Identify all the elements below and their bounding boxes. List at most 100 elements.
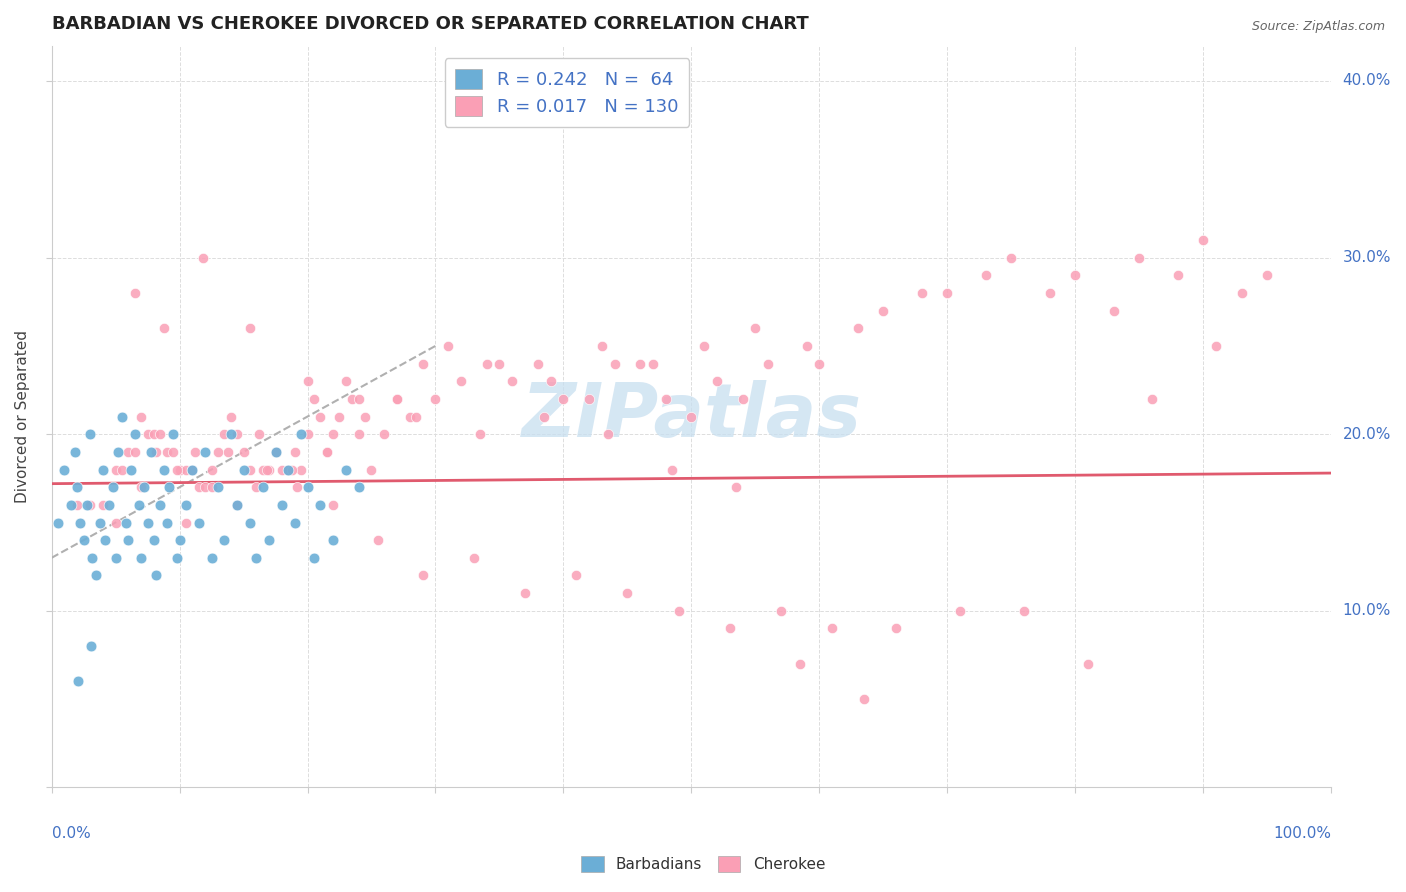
Point [540, 374, 562, 388]
Point [187, 480, 209, 494]
Point [264, 445, 287, 459]
Point [82, 550, 104, 565]
Point [284, 445, 307, 459]
Legend: Barbadians, Cherokee: Barbadians, Cherokee [574, 848, 832, 880]
Point [315, 445, 337, 459]
Point [111, 409, 134, 424]
Point [169, 462, 191, 476]
Point [136, 516, 159, 530]
Point [207, 480, 229, 494]
Point [270, 498, 292, 512]
Point [450, 374, 472, 388]
Point [101, 480, 124, 494]
Point [872, 303, 894, 318]
Point [239, 462, 262, 476]
Point [89, 516, 111, 530]
Point [796, 339, 818, 353]
Point [309, 409, 332, 424]
Point [725, 480, 748, 494]
Point [360, 462, 382, 476]
Point [257, 533, 280, 548]
Point [264, 445, 287, 459]
Point [354, 409, 377, 424]
Point [385, 392, 408, 406]
Point [1230, 285, 1253, 300]
Point [284, 516, 307, 530]
Text: 10.0%: 10.0% [1343, 603, 1391, 618]
Point [153, 321, 176, 335]
Point [322, 498, 344, 512]
Point [789, 657, 811, 671]
Point [1192, 233, 1215, 247]
Point [641, 357, 664, 371]
Point [162, 445, 184, 459]
Point [91, 498, 114, 512]
Point [335, 374, 357, 388]
Point [470, 427, 492, 442]
Point [104, 516, 127, 530]
Point [252, 462, 274, 476]
Point [553, 392, 575, 406]
Point [191, 251, 214, 265]
Point [513, 586, 536, 600]
Point [200, 480, 222, 494]
Point [214, 427, 236, 442]
Point [91, 462, 114, 476]
Point [603, 357, 626, 371]
Point [79, 498, 101, 512]
Point [67, 674, 90, 689]
Point [1000, 251, 1022, 265]
Point [200, 462, 222, 476]
Point [335, 462, 357, 476]
Point [124, 285, 146, 300]
Point [328, 409, 350, 424]
Point [145, 445, 167, 459]
Point [936, 285, 959, 300]
Point [129, 550, 152, 565]
Point [501, 374, 523, 388]
Point [347, 480, 370, 494]
Point [128, 498, 150, 512]
Point [156, 516, 179, 530]
Point [98, 498, 121, 512]
Point [367, 533, 389, 548]
Point [527, 357, 550, 371]
Point [194, 445, 217, 459]
Point [226, 427, 249, 442]
Point [347, 427, 370, 442]
Point [309, 498, 332, 512]
Point [207, 445, 229, 459]
Point [347, 392, 370, 406]
Point [239, 516, 262, 530]
Point [111, 462, 134, 476]
Point [63, 445, 86, 459]
Point [655, 392, 678, 406]
Point [247, 427, 270, 442]
Point [66, 480, 89, 494]
Point [322, 533, 344, 548]
Point [731, 392, 754, 406]
Point [66, 498, 89, 512]
Point [718, 622, 741, 636]
Point [252, 480, 274, 494]
Point [117, 533, 139, 548]
Point [1256, 268, 1278, 283]
Point [129, 409, 152, 424]
Point [1140, 392, 1163, 406]
Point [277, 462, 299, 476]
Point [297, 427, 319, 442]
Point [661, 462, 683, 476]
Point [149, 498, 172, 512]
Point [80, 639, 103, 653]
Point [136, 427, 159, 442]
Point [214, 533, 236, 548]
Point [86, 568, 108, 582]
Point [616, 586, 638, 600]
Legend: R = 0.242   N =  64, R = 0.017   N = 130: R = 0.242 N = 64, R = 0.017 N = 130 [444, 58, 689, 127]
Point [53, 462, 76, 476]
Point [200, 550, 222, 565]
Point [884, 622, 907, 636]
Point [232, 462, 254, 476]
Point [1077, 657, 1099, 671]
Point [187, 516, 209, 530]
